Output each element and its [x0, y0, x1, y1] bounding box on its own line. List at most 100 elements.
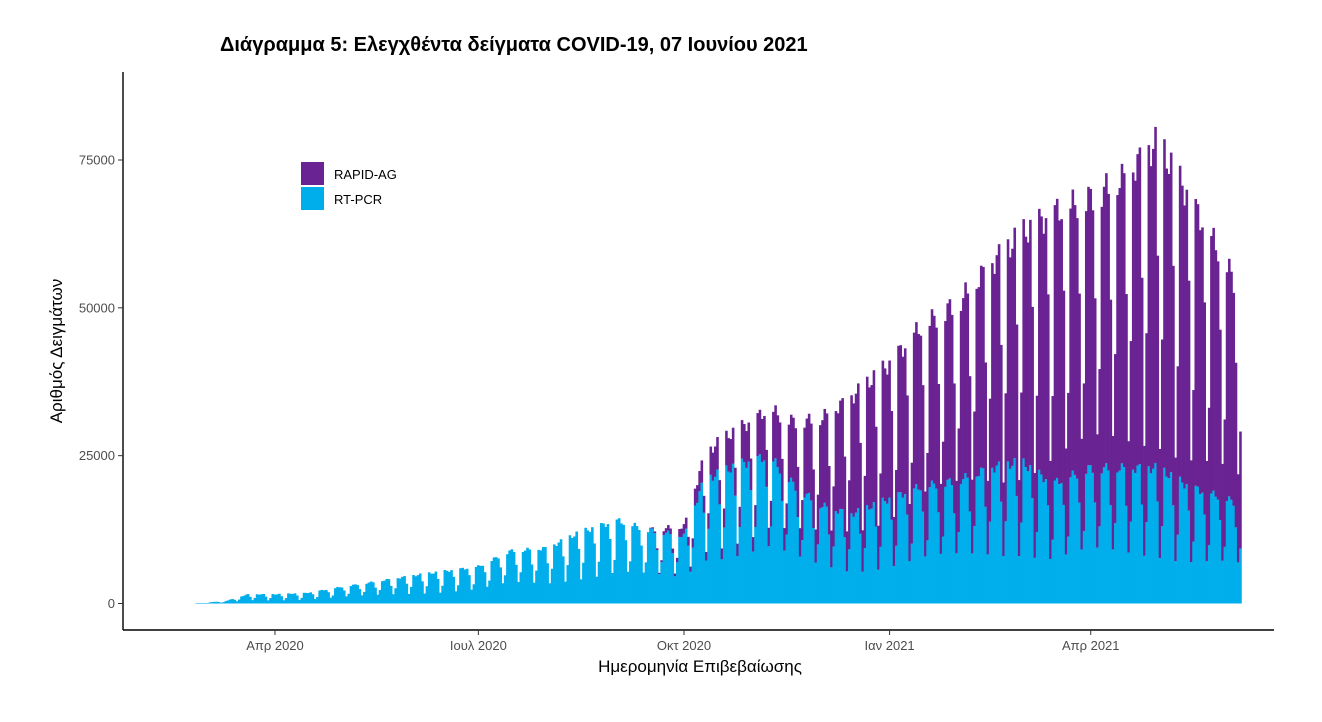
y-tick-label: 75000	[79, 153, 115, 168]
bar-rt-pcr	[1044, 479, 1048, 604]
bar-rt-pcr	[262, 593, 266, 604]
bar-rapid-ag	[1176, 366, 1180, 535]
bar-rt-pcr	[957, 532, 961, 604]
bar-rapid-ag	[1225, 272, 1229, 502]
bar-rt-pcr	[910, 543, 914, 604]
bar-rapid-ag	[1105, 173, 1108, 464]
bar-rt-pcr	[284, 598, 288, 604]
bar-rapid-ag	[843, 456, 847, 538]
bar-rapid-ag	[906, 395, 909, 515]
bar-rapid-ag	[1000, 344, 1003, 502]
bar-rt-pcr	[1120, 463, 1124, 604]
bar-rt-pcr	[304, 592, 308, 604]
bar-rt-pcr	[684, 528, 688, 604]
bar-rt-pcr	[322, 590, 326, 604]
bar-rt-pcr	[1152, 468, 1155, 604]
bar-rt-pcr	[1158, 558, 1162, 604]
bar-rapid-ag	[1174, 457, 1177, 562]
bar-rt-pcr	[1064, 554, 1068, 604]
bar-rt-pcr	[215, 601, 219, 604]
bar-rt-pcr	[886, 503, 889, 604]
bar-rapid-ag	[1071, 189, 1075, 471]
bar-rt-pcr	[452, 576, 456, 604]
bar-rapid-ag	[781, 458, 784, 501]
bar-rapid-ag	[651, 527, 654, 529]
bar-rapid-ag	[767, 527, 771, 547]
bar-rt-pcr	[1017, 556, 1021, 604]
bar-rapid-ag	[821, 420, 824, 508]
bar-rt-pcr	[1234, 527, 1238, 604]
bar-rt-pcr	[559, 539, 563, 604]
bar-rt-pcr	[506, 554, 509, 604]
bar-rt-pcr	[499, 567, 502, 604]
bar-rapid-ag	[1076, 218, 1079, 479]
bar-rapid-ag	[1062, 290, 1066, 505]
bar-rapid-ag	[946, 303, 949, 480]
bar-rapid-ag	[1114, 354, 1117, 524]
bar-rt-pcr	[1194, 485, 1198, 604]
bar-rapid-ag	[1196, 204, 1200, 487]
bar-rt-pcr	[760, 462, 764, 604]
bar-rt-pcr	[615, 519, 619, 604]
bar-rt-pcr	[526, 547, 529, 604]
bar-rt-pcr	[649, 528, 652, 604]
bar-rt-pcr	[217, 602, 221, 604]
bar-rapid-ag	[825, 413, 829, 507]
bar-rapid-ag	[798, 528, 802, 557]
bar-rt-pcr	[1228, 496, 1231, 604]
bar-rapid-ag	[950, 314, 954, 486]
bar-rapid-ag	[1185, 189, 1189, 485]
bar-rapid-ag	[789, 414, 793, 478]
bar-rt-pcr	[796, 517, 800, 604]
bar-rt-pcr	[825, 506, 829, 604]
bar-rt-pcr	[1051, 539, 1055, 604]
bar-rt-pcr	[928, 487, 932, 604]
bar-rt-pcr	[1102, 467, 1106, 604]
bar-rt-pcr	[418, 573, 422, 604]
bar-rt-pcr	[597, 561, 601, 604]
bar-rt-pcr	[1205, 561, 1209, 604]
bar-rt-pcr	[474, 566, 478, 604]
bar-rapid-ag	[705, 551, 708, 561]
bar-rt-pcr	[1187, 510, 1191, 604]
bar-rt-pcr	[865, 505, 869, 604]
bar-rt-pcr	[758, 454, 762, 604]
bar-rapid-ag	[973, 411, 976, 526]
bar-rt-pcr	[669, 534, 672, 604]
bar-rapid-ag	[664, 528, 668, 533]
bar-rt-pcr	[1098, 526, 1101, 604]
bar-rt-pcr	[515, 564, 518, 604]
bar-rt-pcr	[646, 532, 650, 604]
bar-rt-pcr	[1232, 505, 1236, 604]
bar-rapid-ag	[1060, 219, 1063, 484]
bar-rapid-ag	[919, 335, 923, 491]
bar-rt-pcr	[617, 518, 621, 604]
bar-rapid-ag	[823, 408, 827, 503]
bar-rt-pcr	[747, 461, 751, 604]
bar-rt-pcr	[836, 513, 840, 604]
bar-rapid-ag	[1042, 233, 1046, 483]
bar-rt-pcr	[776, 467, 780, 604]
bar-rapid-ag	[970, 479, 974, 554]
bar-rt-pcr	[642, 572, 646, 604]
bar-rt-pcr	[1143, 555, 1146, 604]
bar-rt-pcr	[481, 565, 485, 604]
bar-rt-pcr	[1172, 505, 1175, 604]
bar-rt-pcr	[519, 572, 523, 604]
bar-rt-pcr	[930, 480, 934, 604]
bar-rt-pcr	[935, 488, 938, 604]
x-axis-title: Ημερομηνία Επιβεβαίωσης	[598, 657, 802, 676]
bar-rt-pcr	[255, 594, 259, 604]
bar-rapid-ag	[1140, 277, 1144, 505]
bar-rapid-ag	[743, 424, 746, 463]
bar-rt-pcr	[251, 600, 254, 604]
bar-rt-pcr	[651, 528, 654, 604]
bar-rt-pcr	[982, 468, 985, 604]
bar-rt-pcr	[358, 589, 362, 604]
bar-rt-pcr	[959, 484, 963, 604]
bar-rt-pcr	[486, 586, 489, 604]
bar-rt-pcr	[266, 600, 270, 604]
bar-rapid-ag	[1080, 438, 1084, 550]
bar-rt-pcr	[863, 548, 867, 604]
bar-rt-pcr	[716, 469, 719, 604]
